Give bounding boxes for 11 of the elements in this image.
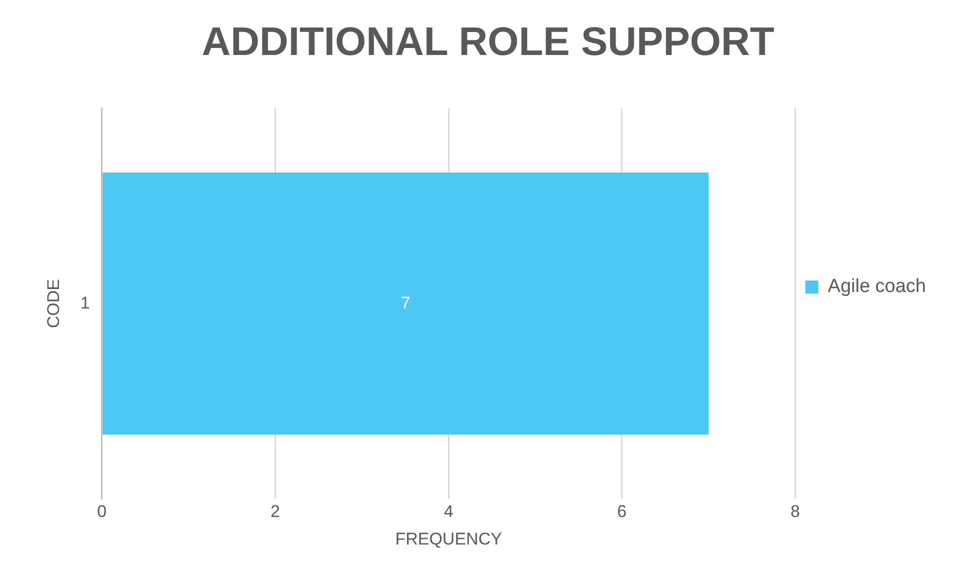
legend-label: Agile coach — [828, 276, 926, 298]
x-tick-label: 6 — [617, 502, 627, 522]
x-tick-label: 2 — [270, 502, 280, 522]
y-axis-title: CODE — [44, 279, 63, 328]
x-axis-title: FREQUENCY — [395, 529, 502, 548]
chart-title: ADDITIONAL ROLE SUPPORT — [202, 20, 774, 64]
x-tick-label: 0 — [97, 502, 107, 522]
y-tick-label: 1 — [80, 293, 90, 312]
x-tick-label: 8 — [790, 502, 800, 522]
x-tick-label: 4 — [444, 502, 454, 522]
data-label: 7 — [400, 293, 410, 312]
